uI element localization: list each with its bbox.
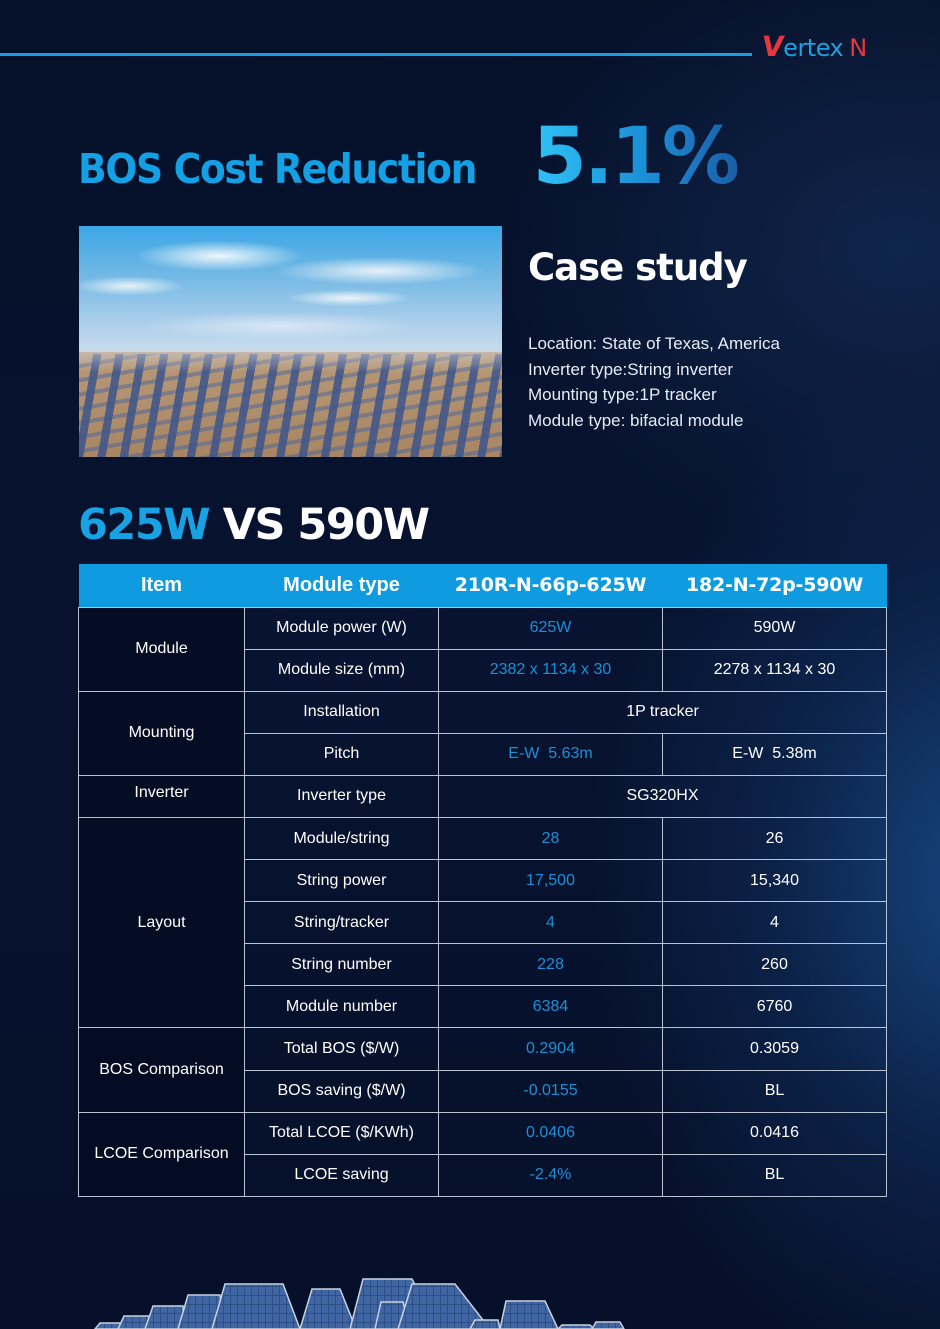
value-590w: 590W: [662, 606, 887, 650]
vertex-n-logo: V ertex N: [759, 30, 868, 64]
value-590w: 6760: [662, 985, 887, 1029]
table-row: LCOE Comparison Total LCOE ($/KWh) 0.040…: [78, 1111, 887, 1197]
row-label: Installation: [244, 690, 439, 734]
value-625w: 0.0406: [438, 1111, 663, 1155]
value-merged: 1P tracker: [438, 690, 887, 734]
group-mounting: Mounting: [78, 690, 245, 776]
value-625w: 2382 x 1134 x 30: [438, 648, 663, 692]
value-625w: -2.4%: [438, 1153, 663, 1197]
value-625w: 228: [438, 943, 663, 987]
row-label: Module number: [244, 985, 439, 1029]
heading-vs-590w: VS 590W: [222, 500, 430, 550]
header-model-625w: 210R-N-66p-625W: [438, 564, 663, 607]
value-590w: 0.0416: [662, 1111, 887, 1155]
value-590w: 260: [662, 943, 887, 987]
table-row: BOS saving ($/W) -0.0155 BL: [79, 1069, 887, 1113]
table-row: Module size (mm) 2382 x 1134 x 30 2278 x…: [79, 648, 887, 692]
page-headline: BOS Cost Reduction 5.1%: [78, 112, 740, 202]
photo-horizon-haze: [79, 350, 502, 372]
table-row: Mounting Installation 1P tracker: [78, 690, 887, 776]
table-row: Pitch E-W 5.63m E-W 5.38m: [79, 732, 887, 776]
value-625w: E-W 5.63m: [438, 732, 663, 776]
header-model-590w: 182-N-72p-590W: [662, 564, 887, 607]
headline-value: 5.1%: [532, 112, 740, 202]
row-label: Module/string: [244, 816, 439, 861]
case-location: Location: State of Texas, America: [528, 334, 780, 353]
row-label: LCOE saving: [244, 1153, 439, 1197]
group-bos-comparison: BOS Comparison: [78, 1027, 245, 1113]
value-590w: 2278 x 1134 x 30: [662, 648, 887, 692]
comparison-table: Item Module type 210R-N-66p-625W 182-N-7…: [78, 564, 887, 1197]
row-label: Pitch: [244, 732, 439, 776]
table-header-row: Item Module type 210R-N-66p-625W 182-N-7…: [78, 564, 887, 607]
row-label: Inverter type: [244, 774, 439, 818]
value-590w: 26: [662, 816, 887, 861]
case-mounting-type: Mounting type:1P tracker: [528, 385, 717, 404]
table-row: BOS Comparison Total BOS ($/W) 0.2904 0.…: [78, 1027, 887, 1113]
value-625w: 6384: [438, 985, 663, 1029]
photo-sky: [79, 226, 502, 352]
table-row: Layout Module/string 28 26: [78, 816, 887, 1029]
value-590w: BL: [662, 1069, 887, 1113]
value-625w: -0.0155: [438, 1069, 663, 1113]
value-590w: 15,340: [662, 859, 887, 903]
row-label: String/tracker: [244, 901, 439, 945]
group-inverter: Inverter: [78, 774, 245, 818]
value-625w: 17,500: [438, 859, 663, 903]
case-study-details: Location: State of Texas, America Invert…: [528, 331, 780, 433]
row-label: Module power (W): [244, 606, 439, 650]
headline-label: BOS Cost Reduction: [78, 145, 477, 193]
value-590w: E-W 5.38m: [662, 732, 887, 776]
case-module-type: Module type: bifacial module: [528, 410, 744, 430]
group-module: Module: [78, 606, 245, 692]
row-label: BOS saving ($/W): [244, 1069, 439, 1113]
row-label: Total LCOE ($/KWh): [244, 1111, 439, 1155]
value-625w: 4: [438, 901, 663, 945]
case-study-title: Case study: [528, 246, 748, 289]
header-module-type: Module type: [244, 564, 439, 607]
row-label: Total BOS ($/W): [244, 1027, 439, 1071]
heading-625w: 625W: [78, 500, 211, 550]
value-625w: 0.2904: [438, 1027, 663, 1071]
table-row: String power 17,500 15,340: [79, 859, 887, 903]
value-625w: 28: [438, 816, 663, 861]
group-lcoe-comparison: LCOE Comparison: [78, 1111, 245, 1197]
row-label: String power: [244, 859, 439, 903]
table-row: LCOE saving -2.4% BL: [79, 1153, 887, 1197]
value-merged: SG320HX: [438, 774, 887, 818]
row-label: String number: [244, 943, 439, 987]
logo-word: ertex: [783, 34, 844, 62]
table-row: String number 228 260: [79, 943, 887, 987]
table-row: Module Module power (W) 625W 590W: [78, 606, 887, 692]
case-inverter-type: Inverter type:String inverter: [528, 359, 734, 379]
top-accent-rule: [0, 53, 752, 56]
value-625w: 625W: [438, 606, 663, 650]
group-layout: Layout: [78, 816, 245, 1029]
table-row: Module number 6384 6760: [79, 985, 887, 1029]
value-590w: 4: [662, 901, 887, 945]
table-row: Inverter Inverter type SG320HX: [78, 774, 887, 818]
header-item: Item: [78, 564, 245, 607]
solar-farm-photo: [79, 226, 502, 457]
row-label: Module size (mm): [244, 648, 439, 692]
logo-suffix: N: [849, 34, 867, 62]
value-590w: 0.3059: [662, 1027, 887, 1071]
comparison-heading: 625W VS 590W: [78, 500, 430, 550]
value-590w: BL: [662, 1153, 887, 1197]
logo-v-mark-icon: V: [759, 30, 786, 63]
solar-panels-illustration-icon: [94, 1278, 625, 1329]
